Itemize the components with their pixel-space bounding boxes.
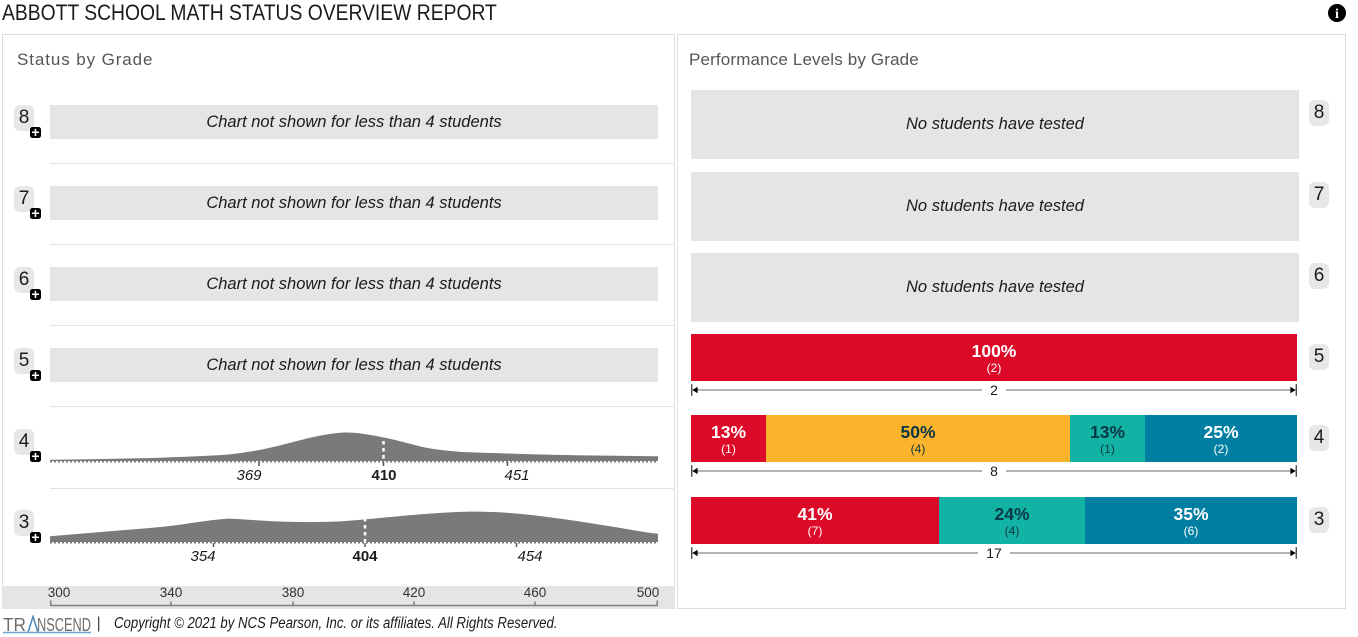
svg-text:8: 8: [990, 465, 998, 477]
svg-text:i: i: [1335, 7, 1339, 22]
svg-text:TR: TR: [3, 615, 26, 635]
svg-text:NSCEND: NSCEND: [37, 615, 91, 635]
svg-text:2: 2: [990, 384, 998, 396]
svg-text:17: 17: [986, 547, 1002, 559]
